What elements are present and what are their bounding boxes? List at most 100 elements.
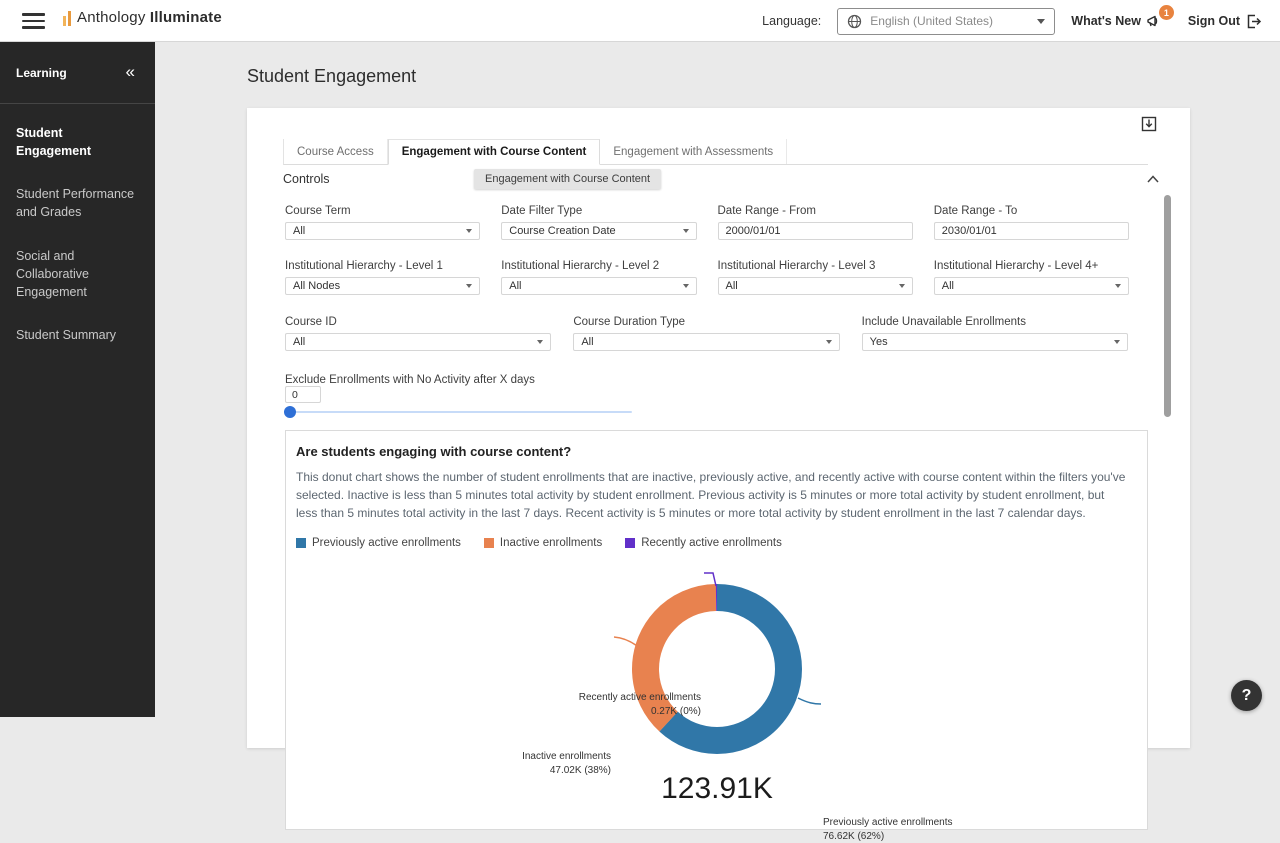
date-range-to-field: [934, 222, 1129, 240]
select-value: All: [581, 336, 593, 348]
sidebar-collapse-icon[interactable]: «: [126, 62, 135, 82]
slider-handle[interactable]: [284, 406, 296, 418]
select-value: Course Creation Date: [509, 225, 615, 237]
legend-swatch-icon: [484, 538, 494, 548]
sign-out-icon: [1245, 13, 1262, 30]
select-value: All: [942, 280, 954, 292]
course-id-select[interactable]: All: [285, 333, 551, 351]
globe-icon: [847, 14, 862, 29]
hierarchy-level1-select[interactable]: All Nodes: [285, 277, 480, 295]
brand-name: Anthology: [77, 9, 146, 26]
tab-course-access[interactable]: Course Access: [284, 139, 388, 164]
date-range-from-input[interactable]: [726, 225, 905, 237]
sign-out-button[interactable]: Sign Out: [1188, 13, 1262, 30]
date-filter-type-select[interactable]: Course Creation Date: [501, 222, 696, 240]
chevron-down-icon: [826, 340, 832, 344]
filter-label: Institutional Hierarchy - Level 3: [718, 260, 913, 272]
legend-label: Recently active enrollments: [641, 537, 782, 549]
chevron-down-icon: [683, 229, 689, 233]
select-value: All: [509, 280, 521, 292]
filter-row-1: Course Term All Date Filter Type Course …: [285, 205, 1150, 240]
leader-line-previously-active: [798, 698, 821, 704]
sidebar-title: Learning: [16, 66, 67, 80]
filter-row-2: Institutional Hierarchy - Level 1 All No…: [285, 260, 1150, 295]
include-unavailable-enrollments-select[interactable]: Yes: [862, 333, 1128, 351]
donut-chart: 123.91K Recently active enrollments 0.27…: [286, 556, 1149, 836]
notification-badge: 1: [1159, 5, 1174, 20]
chart-description: This donut chart shows the number of stu…: [296, 468, 1126, 522]
sidebar-item-student-engagement[interactable]: Student Engagement: [16, 124, 139, 160]
whats-new-label: What's New: [1071, 14, 1141, 28]
sign-out-label: Sign Out: [1188, 14, 1240, 28]
filter-label: Course ID: [285, 316, 551, 328]
tab-engagement-with-assessments[interactable]: Engagement with Assessments: [600, 139, 787, 164]
sidebar-item-social-and-collaborative-engagement[interactable]: Social and Collaborative Engagement: [16, 247, 139, 301]
callout-previously-active: Previously active enrollments 76.62K (62…: [823, 816, 953, 843]
chart-question: Are students engaging with course conten…: [296, 444, 1137, 459]
filter-label: Course Term: [285, 205, 480, 217]
controls-section-title: Controls: [283, 172, 330, 186]
language-label: Language:: [762, 14, 821, 28]
sidebar-item-student-summary[interactable]: Student Summary: [16, 326, 139, 344]
help-button[interactable]: ?: [1231, 680, 1262, 711]
callout-value: 76.62K (62%): [823, 830, 953, 843]
date-range-from-field: [718, 222, 913, 240]
callout-inactive: Inactive enrollments 47.02K (38%): [522, 750, 611, 777]
hierarchy-level4-select[interactable]: All: [934, 277, 1129, 295]
filter-label: Institutional Hierarchy - Level 4+: [934, 260, 1129, 272]
chevron-down-icon: [1037, 19, 1045, 24]
anthology-illuminate-logo: Anthology Illuminate: [63, 9, 222, 26]
sidebar-item-student-performance-and-grades[interactable]: Student Performance and Grades: [16, 185, 139, 221]
chevron-up-icon[interactable]: [1146, 171, 1160, 181]
legend-swatch-icon: [625, 538, 635, 548]
sidebar-header: Learning «: [0, 42, 155, 104]
hierarchy-level3-select[interactable]: All: [718, 277, 913, 295]
chart-legend: Previously active enrollments Inactive e…: [296, 537, 1137, 549]
engagement-chart-panel: Are students engaging with course conten…: [285, 430, 1148, 830]
callout-value: 0.27K (0%): [579, 705, 701, 719]
select-value: All: [293, 225, 305, 237]
tab-engagement-with-course-content[interactable]: Engagement with Course Content: [388, 139, 601, 165]
brand-name-bold: Illuminate: [150, 9, 222, 26]
callout-recently-active: Recently active enrollments 0.27K (0%): [579, 691, 701, 718]
legend-label: Previously active enrollments: [312, 537, 461, 549]
select-value: All Nodes: [293, 280, 340, 292]
chevron-down-icon: [466, 229, 472, 233]
select-value: All: [293, 336, 305, 348]
sidebar-nav: Student Engagement Student Performance a…: [0, 104, 155, 344]
course-term-select[interactable]: All: [285, 222, 480, 240]
legend-swatch-icon: [296, 538, 306, 548]
legend-item-recently-active[interactable]: Recently active enrollments: [625, 537, 782, 549]
course-duration-type-select[interactable]: All: [573, 333, 839, 351]
date-range-to-input[interactable]: [942, 225, 1121, 237]
hamburger-menu-icon[interactable]: [22, 13, 45, 29]
language-value: English (United States): [870, 14, 1029, 28]
callout-value: 47.02K (38%): [522, 764, 611, 778]
exclude-enrollments-slider-label: Exclude Enrollments with No Activity aft…: [285, 374, 535, 386]
exclude-enrollments-value-input[interactable]: [285, 386, 321, 403]
whats-new-button[interactable]: What's New 1: [1071, 13, 1162, 29]
logo-bar-icon: [68, 11, 71, 26]
tab-strip: Course Access Engagement with Course Con…: [283, 139, 1148, 165]
hierarchy-level2-select[interactable]: All: [501, 277, 696, 295]
legend-item-previously-active[interactable]: Previously active enrollments: [296, 537, 461, 549]
filter-row-3: Course ID All Course Duration Type All I…: [285, 316, 1150, 351]
chevron-down-icon: [683, 284, 689, 288]
language-select[interactable]: English (United States): [837, 8, 1055, 35]
filter-label: Course Duration Type: [573, 316, 839, 328]
filter-label: Institutional Hierarchy - Level 1: [285, 260, 480, 272]
chevron-down-icon: [537, 340, 543, 344]
legend-item-inactive[interactable]: Inactive enrollments: [484, 537, 602, 549]
download-icon[interactable]: [1141, 116, 1159, 134]
exclude-enrollments-slider[interactable]: [289, 411, 632, 413]
donut-total-label: 123.91K: [661, 772, 773, 806]
filter-label: Date Range - To: [934, 205, 1129, 217]
left-sidebar: Learning « Student Engagement Student Pe…: [0, 42, 155, 717]
vertical-scrollbar-thumb[interactable]: [1164, 195, 1171, 417]
top-bar: Anthology Illuminate Language: English (…: [0, 0, 1280, 42]
chevron-down-icon: [1115, 284, 1121, 288]
chevron-down-icon: [899, 284, 905, 288]
report-card: Course Access Engagement with Course Con…: [247, 108, 1190, 748]
chevron-down-icon: [466, 284, 472, 288]
page-title: Student Engagement: [247, 66, 416, 87]
